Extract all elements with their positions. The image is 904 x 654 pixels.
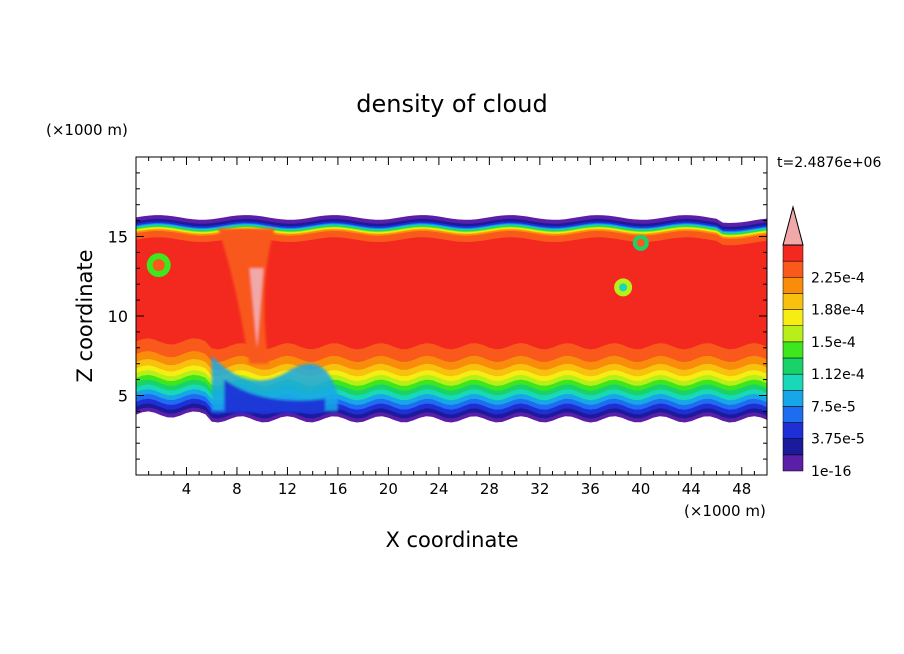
colorbar-swatch [782,244,804,262]
colorbar-label: 1e-16 [811,464,851,480]
colorbar-swatch [782,260,804,278]
eddy-left-core [152,259,165,272]
convective-column [211,228,338,413]
colorbar-label: 1.88e-4 [811,303,865,319]
x-tick-label: 20 [379,480,398,498]
x-tick-label: 4 [182,480,192,498]
chart-title: density of cloud [356,90,547,118]
colorbar-swatch [782,277,804,294]
updraft-peak [249,268,264,348]
x-tick-label: 16 [328,480,347,498]
colorbar-label: 7.5e-5 [811,399,856,415]
lower-cell-blue [224,379,326,413]
colorbar-swatch [782,293,804,310]
y-tick-label: 10 [108,307,128,326]
colorbar-label: 2.25e-4 [811,270,865,286]
colorbar-label: 1.5e-4 [811,335,856,351]
x-tick-label: 8 [232,480,242,498]
x-tick-label: 40 [631,480,650,498]
y-tick-label: 15 [108,228,128,247]
updraft-core [218,228,275,364]
colorbar-swatch [782,357,804,375]
x-tick-label: 12 [278,480,297,498]
x-tick-label: 32 [530,480,549,498]
x-tick-label: 48 [732,480,751,498]
colorbar-overflow-arrow [782,205,804,246]
x-tick-label: 28 [480,480,499,498]
x-tick-label: 24 [429,480,448,498]
x-unit-label: (×1000 m) [684,502,766,520]
colorbar-swatch [782,390,804,407]
colorbar-swatch [782,438,804,456]
contour-level-13 [136,237,767,350]
colorbar: 1e-16 3.75e-5 7.5e-5 1.12e-4 1.5e-4 1.88e-4 2.… [782,205,865,480]
y-axis-label: Z coordinate [73,249,97,382]
x-tick-label: 44 [682,480,701,498]
colorbar-label: 3.75e-5 [811,432,865,448]
y-tick-label: 5 [118,387,128,406]
x-tick-label: 36 [581,480,600,498]
eddy-mid-core [619,283,628,292]
colorbar-swatch [782,341,804,359]
z-unit-label: (×1000 m) [46,121,128,139]
colorbar-label: 1.12e-4 [811,367,865,383]
time-label: t=2.4876e+06 [777,155,881,171]
colorbar-swatch [782,373,804,391]
colorbar-swatch [782,422,804,439]
colorbar-swatch [782,454,804,472]
density-field [136,215,767,423]
colorbar-swatch [782,325,804,343]
colorbar-swatch [782,406,804,423]
colorbar-swatch [782,309,804,326]
eddy-right-core [636,238,645,247]
x-axis-label: X coordinate [385,528,518,552]
